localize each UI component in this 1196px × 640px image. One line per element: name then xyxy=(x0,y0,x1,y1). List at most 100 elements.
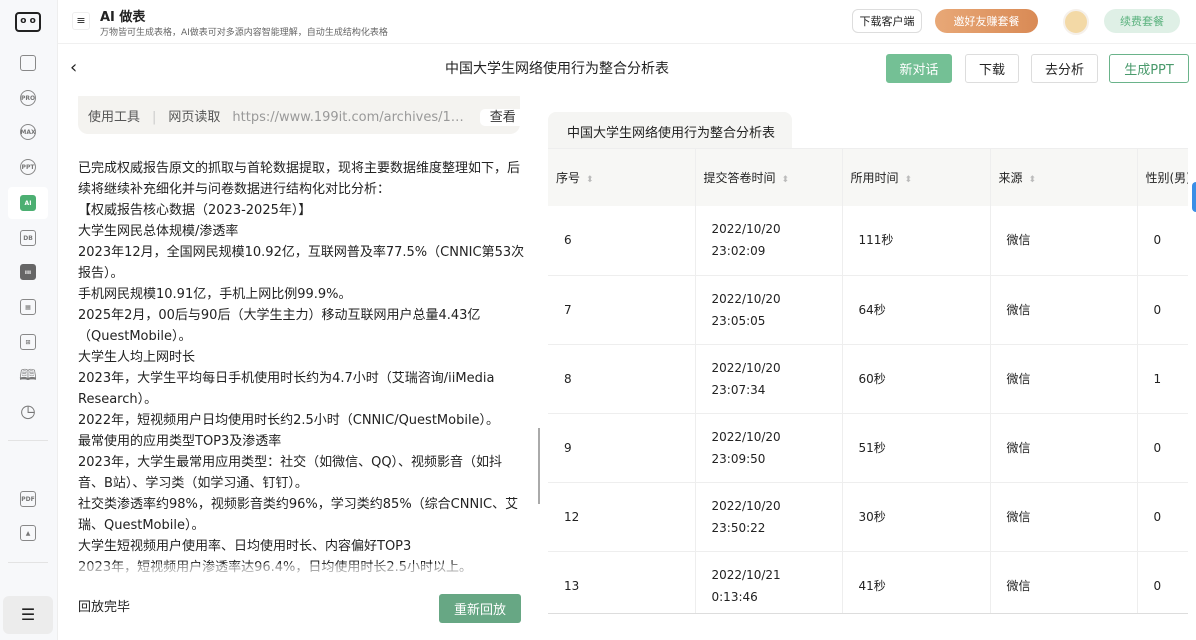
menu-icon[interactable]: ≡ xyxy=(72,12,90,30)
sort-icon[interactable]: ⬍ xyxy=(586,175,594,185)
table-cell: 64秒 xyxy=(842,275,991,345)
table-cell: 2022/10/20 23:05:05 xyxy=(695,275,843,345)
column-header[interactable]: 所用时间 ⬍ xyxy=(842,149,991,206)
app-subtitle: 万物皆可生成表格，AI做表可对多源内容智能理解，自动生成结构化表格 xyxy=(100,28,388,38)
view-button[interactable]: 查看 xyxy=(479,109,526,126)
renew-plan-button[interactable]: 续费套餐 xyxy=(1104,9,1180,33)
message-line: 2025年2月，00后与90后（大学生主力）移动互联网用户总量4.43亿（Que… xyxy=(78,308,481,344)
table-cell: 0 xyxy=(1137,551,1188,613)
table-row[interactable]: 6 2022/10/20 23:02:09 111秒 微信 0 xyxy=(548,206,1188,276)
table-row[interactable]: 9 2022/10/20 23:09:50 51秒 微信 0 xyxy=(548,413,1188,483)
ai-table-icon[interactable]: AI xyxy=(17,192,39,214)
book-icon[interactable]: 🕮 xyxy=(19,365,37,384)
table-cell: 111秒 xyxy=(842,206,991,276)
clock-icon[interactable]: ◷ xyxy=(20,400,36,422)
table-cell: 2022/10/20 23:09:50 xyxy=(695,413,843,483)
table-cell: 0 xyxy=(1137,275,1188,345)
analyze-button[interactable]: 去分析 xyxy=(1031,54,1098,83)
bar-chart-icon[interactable]: ııı xyxy=(17,261,39,283)
ppt-icon[interactable]: PPT xyxy=(17,156,39,178)
pro-icon[interactable]: PRO xyxy=(17,87,39,109)
max-icon[interactable]: MAX xyxy=(17,121,39,143)
new-chat-button[interactable]: 新对话 xyxy=(886,54,952,83)
table-cell: 51秒 xyxy=(842,413,991,483)
collapse-menu-icon[interactable]: ☰ xyxy=(3,596,53,634)
table-cell: 7 xyxy=(548,275,696,345)
chat-panel: 使用工具 | 网页读取 https://www.199it.com/archives/… xyxy=(58,96,540,580)
data-table: 序号 ⬍ 提交答卷时间 ⬍ 所用时间 ⬍ 来源 ⬍ 性别(男) 6 2022/10/20 23:0… xyxy=(548,148,1188,614)
table-cell: 2022/10/21 0:13:46 xyxy=(695,551,843,613)
message-line: 大学生人均上网时长 xyxy=(78,350,196,365)
table-cell: 9 xyxy=(548,413,696,483)
table-cell: 微信 xyxy=(990,344,1138,414)
table-cell: 41秒 xyxy=(842,551,991,613)
column-header[interactable]: 性别(男) xyxy=(1137,149,1188,206)
table-row[interactable]: 13 2022/10/21 0:13:46 41秒 微信 0 xyxy=(548,551,1188,613)
back-icon[interactable]: ‹ xyxy=(70,57,78,78)
robot-logo-icon: o o xyxy=(15,12,41,32)
message-line: 大学生网民总体规模/渗透率 xyxy=(78,224,239,239)
column-header[interactable]: 来源 ⬍ xyxy=(990,149,1138,206)
table-cell: 1 xyxy=(1137,344,1188,414)
scrollbar[interactable] xyxy=(538,428,540,504)
page-title: 中国大学生网络使用行为整合分析表 xyxy=(445,61,669,77)
table-cell: 0 xyxy=(1137,206,1188,276)
column-header[interactable]: 提交答卷时间 ⬍ xyxy=(695,149,843,206)
sidebar: o o PRO MAX PPT AI DB ııı ▦ ⊞ 🕮 ◷ PDF ▲ … xyxy=(0,0,58,640)
image-icon[interactable]: ▲ xyxy=(17,522,39,544)
column-label: 序号 xyxy=(556,171,581,185)
message-line: 已完成权威报告原文的抓取与首轮数据提取，现将主要数据维度整理如下，后续将继续补充… xyxy=(78,161,521,197)
fade-overlay xyxy=(58,564,540,580)
tool-usage-bar: 使用工具 | 网页读取 https://www.199it.com/archives/… xyxy=(78,96,526,134)
divider xyxy=(8,562,48,563)
side-float-tab[interactable] xyxy=(1192,182,1196,212)
table-row[interactable]: 12 2022/10/20 23:50:22 30秒 微信 0 xyxy=(548,482,1188,552)
message-line: 社交类渗透率约98%，视频影音类约96%，学习类约85%（综合CNNIC、艾瑞、… xyxy=(78,497,519,533)
sort-icon[interactable]: ⬍ xyxy=(904,175,913,185)
avatar[interactable] xyxy=(1063,9,1089,35)
message-line: 手机网民规模10.91亿，手机上网比例99.9%。 xyxy=(78,287,352,302)
message-line: 2023年12月，全国网民规模10.92亿，互联网普及率77.5%（CNNIC第… xyxy=(78,245,525,281)
table-cell: 微信 xyxy=(990,206,1138,276)
table-cell: 2022/10/20 23:07:34 xyxy=(695,344,843,414)
generate-ppt-button[interactable]: 生成PPT xyxy=(1109,54,1189,83)
download-client-button[interactable]: 下载客户端 xyxy=(852,9,922,33)
sort-icon[interactable]: ⬍ xyxy=(781,175,790,185)
tab-sheet[interactable]: 中国大学生网络使用行为整合分析表 xyxy=(548,112,792,148)
home-icon[interactable] xyxy=(17,52,39,74)
table-cell: 6 xyxy=(548,206,696,276)
sort-icon[interactable]: ⬍ xyxy=(1028,175,1037,185)
table-cell: 12 xyxy=(548,482,696,552)
tool-url[interactable]: https://www.199it.com/archives/1… xyxy=(232,110,464,125)
column-label: 来源 xyxy=(998,171,1023,185)
invite-friends-button[interactable]: 邀好友赚套餐 xyxy=(935,9,1038,33)
layout-icon[interactable]: ⊞ xyxy=(17,331,39,353)
table-cell: 微信 xyxy=(990,413,1138,483)
app-title: AI 做表 xyxy=(100,10,146,25)
table-cell: 2022/10/20 23:02:09 xyxy=(695,206,843,276)
table-cell: 8 xyxy=(548,344,696,414)
column-header[interactable]: 序号 ⬍ xyxy=(548,149,696,206)
header: ≡ AI 做表 万物皆可生成表格，AI做表可对多源内容智能理解，自动生成结构化表… xyxy=(58,0,1196,44)
divider xyxy=(8,440,48,441)
table-cell: 30秒 xyxy=(842,482,991,552)
column-label: 提交答卷时间 xyxy=(703,171,776,185)
table-row[interactable]: 7 2022/10/20 23:05:05 64秒 微信 0 xyxy=(548,275,1188,345)
table-cell: 13 xyxy=(548,551,696,613)
table-icon[interactable]: ▦ xyxy=(17,296,39,318)
pdf-icon[interactable]: PDF xyxy=(17,488,39,510)
db-icon[interactable]: DB xyxy=(17,227,39,249)
message-line: 【权威报告核心数据（2023-2025年）】 xyxy=(78,203,312,218)
download-button[interactable]: 下载 xyxy=(965,54,1019,83)
tool-type: 网页读取 xyxy=(168,110,221,125)
column-label: 性别(男) xyxy=(1145,171,1189,185)
table-cell: 0 xyxy=(1137,413,1188,483)
table-row[interactable]: 8 2022/10/20 23:07:34 60秒 微信 1 xyxy=(548,344,1188,414)
message-line: 2022年，短视频用户日均使用时长约2.5小时（CNNIC/QuestMobil… xyxy=(78,413,500,428)
table-cell: 微信 xyxy=(990,551,1138,613)
table-cell: 2022/10/20 23:50:22 xyxy=(695,482,843,552)
message-line: 2023年，大学生最常用应用类型：社交（如微信、QQ）、视频影音（如抖音、B站）… xyxy=(78,455,503,491)
message-line: 最常使用的应用类型TOP3及渗透率 xyxy=(78,434,282,449)
replay-button[interactable]: 重新回放 xyxy=(439,594,521,623)
table-cell: 0 xyxy=(1137,482,1188,552)
